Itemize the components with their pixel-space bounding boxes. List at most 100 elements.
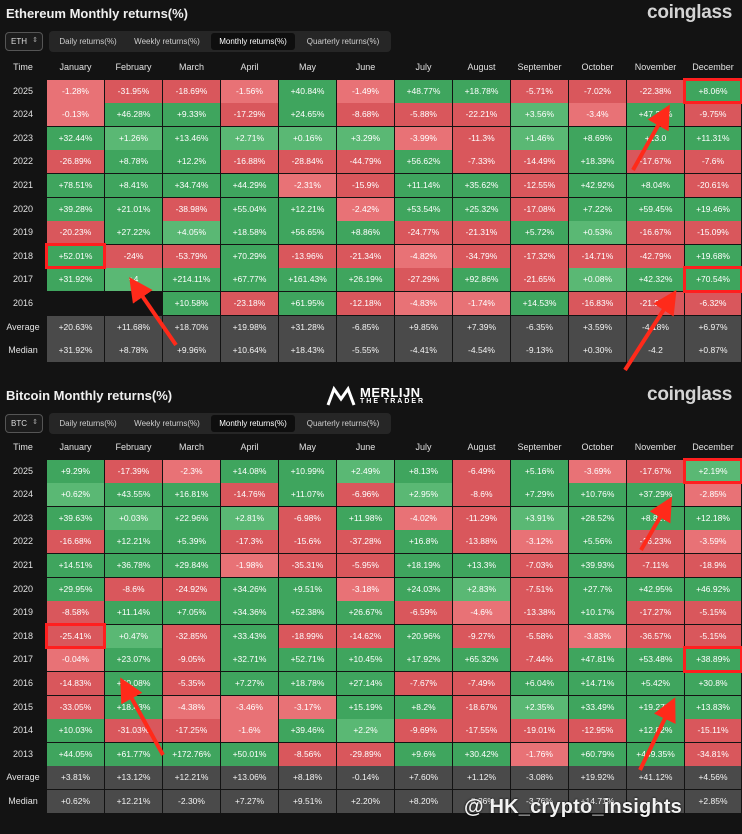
return-cell: -21.65% [511, 268, 568, 292]
stat-cell: -4.41% [395, 339, 452, 363]
return-cell: +9.51% [279, 577, 336, 601]
return-cell: +6.04% [511, 672, 568, 695]
tab-quarterly[interactable]: Quarterly returns(%) [306, 419, 380, 428]
return-cell: +29.95% [47, 577, 104, 601]
column-header: January [59, 442, 92, 452]
return-cell: +0.47% [105, 624, 162, 648]
return-cell: +13.83% [685, 695, 741, 719]
return-cell: -25.41% [47, 624, 104, 648]
return-cell: -3.59% [685, 530, 741, 554]
return-cell: +46.28% [105, 103, 162, 127]
return-cell: +11.14% [395, 174, 452, 197]
return-cell: -18.67% [453, 695, 510, 719]
row-year-label: 2022 [12, 156, 34, 167]
return-cell: +10.99% [279, 459, 336, 483]
stat-cell: -4.54% [453, 339, 510, 363]
return-cell: +10.03% [47, 719, 104, 743]
return-cell: +0.62% [47, 483, 104, 507]
bitcoin-panel: Bitcoin Monthly returns(%) coinglass BTC… [0, 382, 742, 834]
stat-cell: +19.92% [569, 766, 626, 790]
return-cell: +30.8% [685, 672, 741, 695]
return-cell: -34.81% [685, 742, 741, 766]
tab-daily[interactable]: Daily returns(%) [59, 37, 117, 46]
return-cell: -4.02% [395, 506, 452, 530]
row-year-label: 2013 [12, 748, 34, 759]
return-cell: -0.13% [47, 103, 104, 127]
stat-cell: +12.21% [105, 790, 162, 813]
return-cell: +3.56% [511, 103, 568, 127]
return-cell: -4.6% [453, 601, 510, 625]
return-cell: -15.09% [685, 221, 741, 245]
row-year-label: 2023 [12, 512, 34, 523]
return-cell: -14.83% [47, 672, 104, 695]
return-cell: -5.71% [511, 79, 568, 103]
return-cell: +17.92% [395, 648, 452, 672]
stat-cell: +10.64% [221, 339, 278, 363]
eth-asset-select[interactable]: ETH ⇕ [5, 32, 43, 51]
return-cell: +0.03% [105, 506, 162, 530]
stat-cell: -6.85% [337, 315, 394, 339]
return-cell: -28.84% [279, 150, 336, 174]
tab-weekly[interactable]: Weekly returns(%) [134, 37, 200, 46]
return-cell: +34.74% [163, 174, 220, 197]
return-cell: +56.62% [395, 150, 452, 174]
return-cell: +19.68% [685, 244, 741, 268]
tab-monthly[interactable]: Monthly returns(%) [211, 33, 295, 50]
return-cell: +13.3% [453, 554, 510, 577]
eth-period-tabs: Daily returns(%) Weekly returns(%) Month… [49, 31, 391, 52]
btc-asset-select[interactable]: BTC ⇕ [5, 414, 43, 433]
return-cell: +65.32% [453, 648, 510, 672]
return-cell: +70.29% [221, 244, 278, 268]
row-year-label: 2015 [12, 701, 34, 712]
return-cell: -7.51% [511, 577, 568, 601]
row-year-label: 2023 [12, 132, 34, 143]
row-year-label: 2021 [12, 180, 34, 190]
row-year-label: 2020 [12, 203, 34, 214]
stat-cell: +2.20% [337, 790, 394, 813]
return-cell: +28.52% [569, 506, 626, 530]
return-cell: +36.78% [105, 554, 162, 577]
eth-asset-value: ETH [11, 37, 27, 46]
row-year-label: 2016 [12, 678, 34, 688]
tab-monthly[interactable]: Monthly returns(%) [211, 415, 295, 432]
return-cell: -7.67% [395, 672, 452, 695]
return-cell: -23.18% [221, 292, 278, 315]
return-cell: +42.32% [627, 268, 684, 292]
stat-cell: +14.71% [569, 790, 626, 813]
tab-quarterly[interactable]: Quarterly returns(%) [306, 37, 380, 46]
column-header: April [240, 442, 259, 452]
return-cell: +8.81% [627, 506, 684, 530]
stat-cell: -5.55% [337, 339, 394, 363]
stat-cell: -2.30% [163, 790, 220, 813]
return-cell: -17.27% [627, 601, 684, 625]
return-cell: +7.22% [569, 197, 626, 221]
return-cell: +12.18% [685, 506, 741, 530]
return-cell: -7.03% [511, 554, 568, 577]
return-cell: +55.04% [221, 197, 278, 221]
tab-weekly[interactable]: Weekly returns(%) [134, 419, 200, 428]
stat-cell: +1.12% [453, 766, 510, 790]
eth-brand-logo: coinglass [647, 2, 732, 23]
return-cell: -31.95% [105, 79, 162, 103]
stat-cell: +7.39% [453, 315, 510, 339]
return-cell: -16.67% [627, 221, 684, 245]
return-cell: -35.31% [279, 554, 336, 577]
btc-asset-value: BTC [11, 419, 27, 428]
return-cell: +18.43% [105, 695, 162, 719]
return-cell: +2.19% [685, 459, 741, 483]
stat-cell: +20.63% [47, 315, 104, 339]
return-cell: -17.67% [627, 150, 684, 174]
return-cell: -3.12% [511, 530, 568, 554]
return-cell: -20.23% [47, 221, 104, 245]
return-cell: -3.4% [569, 103, 626, 127]
return-cell: -4.83% [395, 292, 452, 315]
return-cell: -6.49% [453, 459, 510, 483]
return-cell: +18.39% [569, 150, 626, 174]
return-cell: -21.31% [453, 221, 510, 245]
column-header: February [115, 62, 152, 72]
return-cell: +5.16% [511, 459, 568, 483]
tab-daily[interactable]: Daily returns(%) [59, 419, 117, 428]
return-cell: -22.21% [453, 103, 510, 127]
return-cell: +9.6% [395, 742, 452, 766]
eth-header: Ethereum Monthly returns(%) coinglass [0, 0, 742, 26]
